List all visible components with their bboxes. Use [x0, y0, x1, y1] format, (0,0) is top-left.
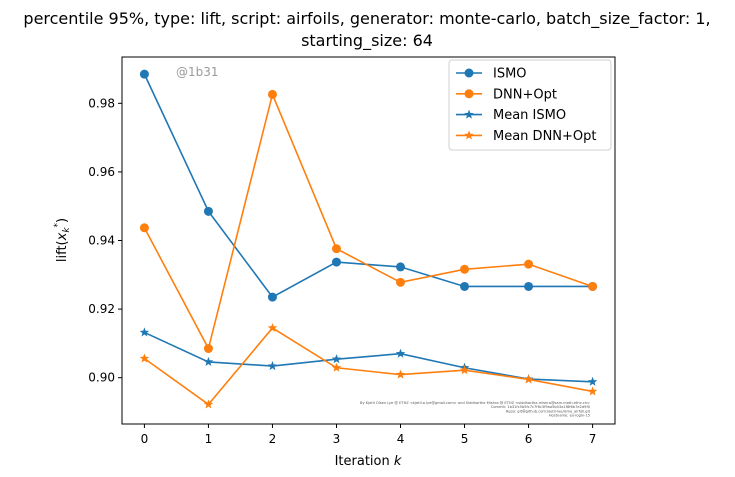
x-tick-label: 0: [141, 432, 149, 446]
data-point: [331, 257, 341, 267]
data-point: [267, 89, 277, 99]
series-line-1: [143, 91, 593, 351]
y-axis-label-sup: *: [53, 222, 63, 227]
legend-label: ISMO: [493, 67, 527, 82]
x-axis-label-var: k: [394, 454, 402, 469]
data-point: [139, 69, 149, 79]
data-point: [460, 281, 470, 291]
legend-label: Mean DNN+Opt: [493, 129, 597, 144]
series-line-0: [143, 73, 593, 299]
series-layer: [139, 69, 598, 409]
footnote-line: Repo: git@github.com:kjetil-lye/ismo_air…: [506, 409, 591, 413]
series-line-3: [143, 326, 593, 406]
data-point: [523, 374, 534, 384]
x-tick-label: 6: [525, 432, 533, 446]
data-point: [459, 365, 470, 375]
y-axis-label: lift(xk*): [53, 218, 72, 262]
legend-box: [448, 59, 612, 151]
data-point: [331, 362, 342, 372]
data-point: [267, 322, 278, 333]
data-point: [267, 292, 277, 302]
legend-marker: [464, 68, 474, 78]
data-point: [396, 277, 406, 287]
chart-title-line1: percentile 95%, type: lift, script: airf…: [23, 9, 710, 29]
x-axis-label-text: Iteration: [335, 454, 394, 469]
legend-label: Mean ISMO: [493, 108, 566, 123]
y-tick-label: 0.90: [88, 371, 115, 385]
data-point: [267, 361, 278, 371]
footnote: By Kjetil Olsen Lye @ ETHZ <kjetil.o.lye…: [360, 401, 591, 418]
y-tick-label: 0.96: [88, 165, 115, 179]
data-point: [203, 399, 214, 409]
data-point: [331, 354, 342, 364]
data-point: [203, 356, 214, 366]
x-axis-label: Iteration k: [335, 454, 402, 469]
data-point: [139, 353, 150, 363]
y-tick-label: 0.94: [88, 234, 115, 248]
legend-marker: [464, 130, 474, 140]
x-tick-label: 3: [333, 432, 341, 446]
y-axis-label-close: ): [55, 218, 70, 223]
data-point: [587, 386, 598, 396]
y-axis-label-func: lift(: [55, 240, 70, 262]
watermark: @1b31: [176, 65, 219, 79]
chart-title-line2: starting_size: 64: [301, 31, 433, 51]
y-tick-label: 0.92: [88, 302, 115, 316]
data-point: [139, 327, 150, 337]
y-axis-label-sub: k: [62, 227, 72, 233]
y-tick-label: 0.98: [88, 96, 115, 110]
footnote-line: By Kjetil Olsen Lye @ ETHZ <kjetil.o.lye…: [360, 401, 590, 405]
data-point: [587, 376, 598, 386]
footnote-line: Commit: 1b31fc5b5fc7c7f6c3f9aa5b03a1f8f6…: [491, 405, 591, 409]
data-point: [395, 348, 406, 358]
x-tick-label: 2: [269, 432, 277, 446]
legend-label: DNN+Opt: [493, 87, 557, 102]
data-point: [588, 281, 598, 291]
axis-ticks: 0 1 2 3 4 5 6 7 0.90 0.92 0.94 0.96 0.98: [88, 96, 596, 446]
data-point: [331, 244, 341, 254]
plot-frame: [121, 56, 616, 425]
data-point: [203, 344, 213, 354]
legend: ISMO DNN+Opt Mean ISMO Mean DNN+Opt: [448, 59, 612, 151]
data-point: [524, 281, 534, 291]
x-tick-label: 7: [589, 432, 597, 446]
data-point: [396, 262, 406, 272]
data-point: [395, 369, 406, 379]
x-tick-label: 1: [205, 432, 213, 446]
x-tick-label: 5: [461, 432, 469, 446]
data-point: [203, 206, 213, 216]
data-point: [460, 264, 470, 274]
footnote-line: Hostname: eu-login-15: [549, 414, 590, 418]
legend-marker: [464, 89, 474, 99]
x-tick-label: 4: [397, 432, 405, 446]
y-axis-label-var: x: [55, 232, 70, 241]
data-point: [139, 223, 149, 233]
data-point: [524, 259, 534, 269]
legend-marker: [464, 109, 474, 119]
